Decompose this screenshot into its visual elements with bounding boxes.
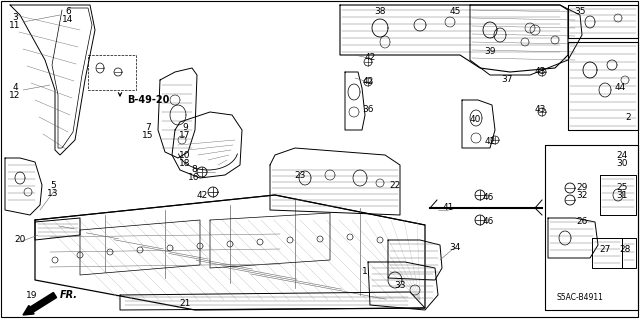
Text: 21: 21: [179, 299, 191, 308]
Text: 45: 45: [449, 8, 461, 17]
Text: 24: 24: [616, 151, 628, 160]
Text: 2: 2: [625, 114, 631, 122]
Text: 15: 15: [142, 131, 154, 140]
Text: 42: 42: [484, 137, 495, 146]
Text: 46: 46: [483, 218, 493, 226]
Text: 20: 20: [14, 235, 26, 244]
Text: 9: 9: [182, 123, 188, 132]
Text: 46: 46: [483, 194, 493, 203]
Text: 39: 39: [484, 48, 496, 56]
Text: 30: 30: [616, 159, 628, 167]
Text: 1: 1: [362, 268, 368, 277]
Text: 41: 41: [442, 204, 454, 212]
Text: 23: 23: [294, 170, 306, 180]
Text: 35: 35: [574, 8, 586, 17]
Text: 22: 22: [389, 181, 401, 189]
Text: S5AC-B4911: S5AC-B4911: [557, 293, 604, 302]
Text: B-49-20: B-49-20: [127, 95, 169, 105]
Text: 8: 8: [191, 166, 197, 174]
Text: 16: 16: [188, 174, 200, 182]
Bar: [88, 55, 136, 90]
Text: FR.: FR.: [60, 290, 78, 300]
Text: 14: 14: [62, 16, 74, 25]
Text: 38: 38: [374, 8, 386, 17]
Text: 42: 42: [196, 191, 207, 201]
Text: 13: 13: [47, 189, 59, 197]
Text: 34: 34: [449, 243, 461, 253]
Text: 18: 18: [179, 159, 191, 167]
Text: 6: 6: [65, 8, 71, 17]
Text: 27: 27: [599, 246, 611, 255]
Text: 43: 43: [534, 106, 546, 115]
Text: 10: 10: [179, 151, 191, 160]
Text: 29: 29: [576, 183, 588, 192]
Text: 19: 19: [26, 292, 38, 300]
Text: 33: 33: [394, 280, 406, 290]
Text: 26: 26: [576, 218, 588, 226]
Text: 43: 43: [534, 68, 546, 77]
Text: 36: 36: [362, 106, 374, 115]
Text: 28: 28: [620, 246, 630, 255]
Text: 11: 11: [9, 21, 20, 31]
Text: 44: 44: [614, 84, 626, 93]
Text: 31: 31: [616, 191, 628, 201]
Text: 3: 3: [12, 13, 18, 23]
Text: 42: 42: [364, 54, 376, 63]
Text: 40: 40: [469, 115, 481, 124]
Text: 17: 17: [179, 131, 191, 140]
Text: 12: 12: [10, 92, 20, 100]
Text: 25: 25: [616, 183, 628, 192]
Text: 4: 4: [12, 84, 18, 93]
Text: 5: 5: [50, 181, 56, 189]
Text: 37: 37: [501, 76, 513, 85]
Text: 42: 42: [362, 78, 374, 86]
Text: 32: 32: [576, 191, 588, 201]
Text: 7: 7: [145, 123, 151, 132]
FancyArrow shape: [23, 293, 56, 315]
